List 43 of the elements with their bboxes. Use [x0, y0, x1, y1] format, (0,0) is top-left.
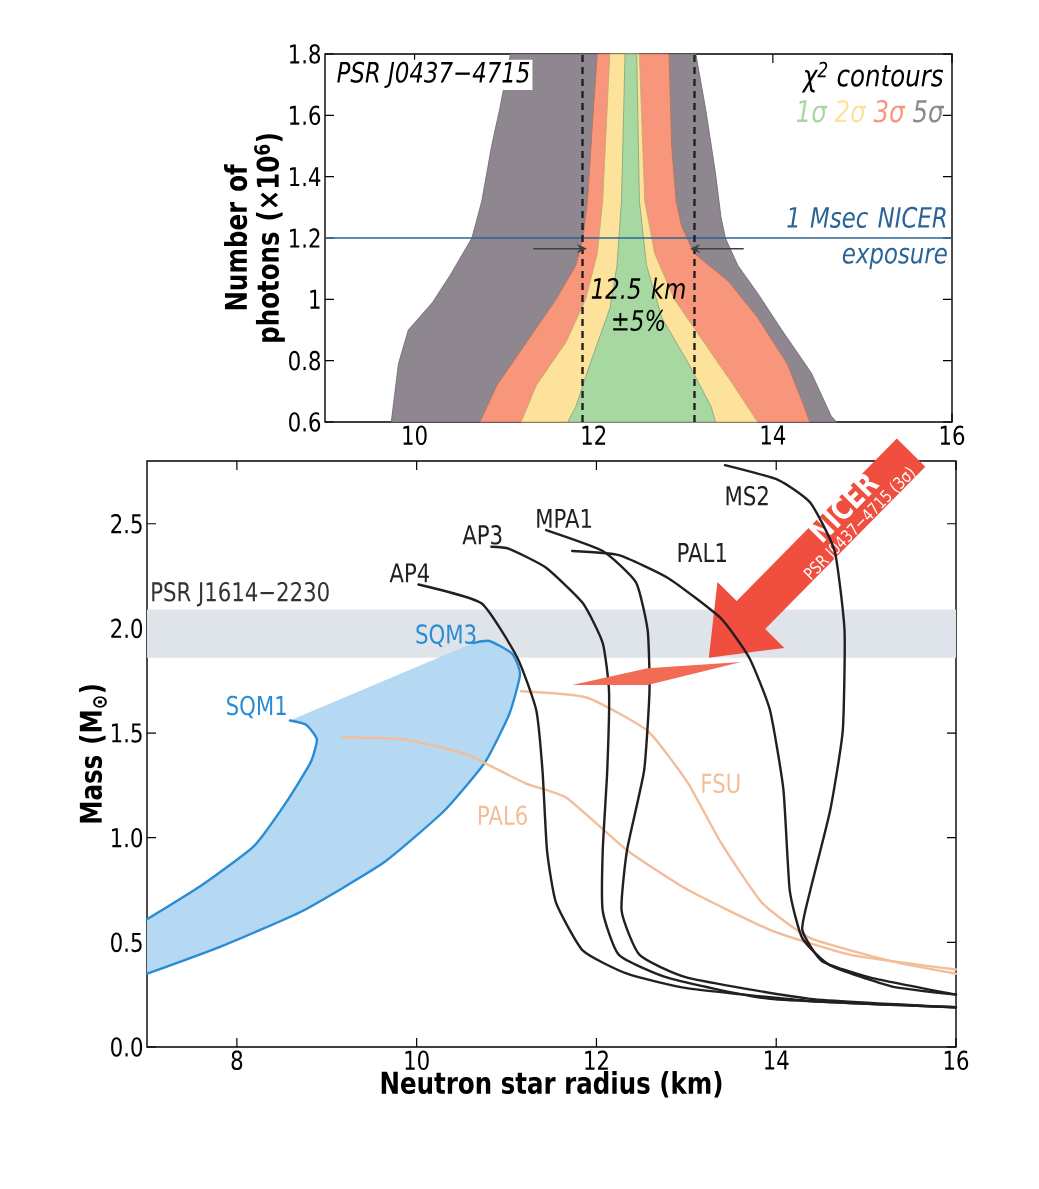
- text: 3σ: [873, 99, 906, 123]
- y-tick-label: 1.6: [290, 105, 321, 126]
- band-label: PSR J1614−2230: [152, 581, 329, 607]
- x-tick-label: 10: [403, 425, 427, 446]
- x-axis-title: Neutron star radius (km): [381, 1070, 722, 1098]
- y-axis-title: Mass (M$_{⊙}$): [78, 685, 107, 823]
- series-label: SQM1: [227, 695, 286, 719]
- y-tick-label: 1.4: [290, 167, 321, 187]
- y-tick-label: 0.6: [289, 412, 321, 432]
- text: 1σ: [796, 100, 828, 123]
- y-tick-label: 0.5: [111, 932, 142, 953]
- x-tick-label: 16: [940, 425, 965, 446]
- annotation: 12.5 km ±5%: [591, 277, 685, 331]
- y-tick-label: 0.8: [289, 350, 321, 371]
- legend-title: χ$^{2}$ contours: [801, 61, 944, 93]
- y-tick-label: 2.0: [111, 618, 143, 639]
- series-label: AP4: [389, 563, 430, 583]
- x-tick-label: 10: [405, 1050, 429, 1071]
- y-tick-label: 2.5: [111, 513, 142, 534]
- y-tick-label: 1.5: [112, 723, 142, 743]
- x-tick-label: 12: [585, 1050, 608, 1070]
- series-label: FSU: [702, 773, 740, 794]
- series-label: SQM3: [416, 624, 476, 647]
- y-tick-label: 0.0: [111, 1037, 143, 1057]
- x-tick-label: 12: [582, 425, 606, 445]
- x-tick-label: 16: [944, 1050, 969, 1071]
- y-tick-label: 1.2: [290, 228, 320, 248]
- annotation: PSR J0437−4715: [337, 61, 530, 88]
- y-tick-label: 1: [310, 289, 320, 309]
- series-label: PAL1: [678, 543, 726, 562]
- text: 2σ: [834, 99, 867, 123]
- x-tick-label: 14: [765, 1050, 789, 1070]
- series-label: PAL6: [478, 805, 527, 826]
- x-tick-label: 8: [231, 1050, 243, 1071]
- x-tick-label: 14: [761, 425, 786, 445]
- series-label: MPA1: [537, 508, 592, 528]
- ref-line-label: 1 Msec NICER exposure: [787, 206, 947, 270]
- y-tick-label: 1.0: [112, 827, 143, 848]
- y-axis-title: Number of photons (×10$^{6}$): [224, 134, 285, 342]
- series-label: MS2: [726, 486, 768, 506]
- y-tick-label: 1.8: [290, 44, 321, 64]
- text: 5σ: [912, 100, 945, 123]
- series-label: AP3: [462, 525, 502, 545]
